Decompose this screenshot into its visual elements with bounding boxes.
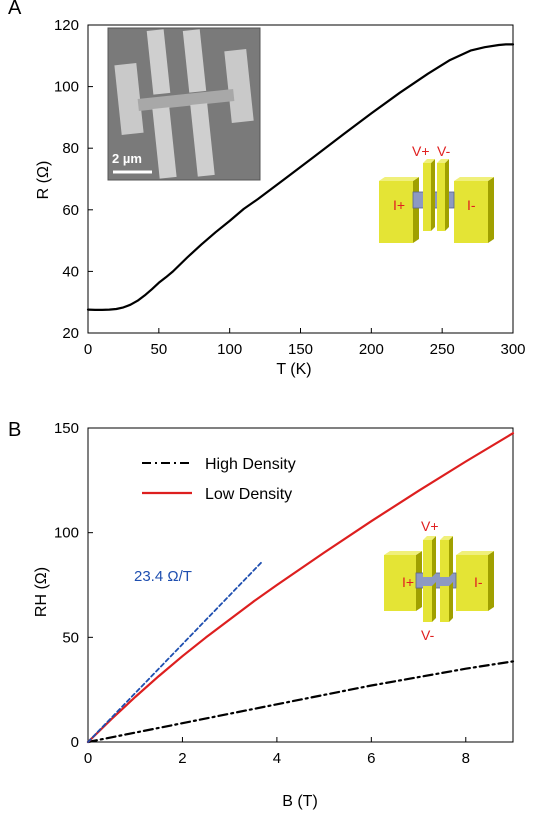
series-line-high-density [86,660,515,744]
panel-a-x-tick-label: 0 [84,341,92,358]
panel-a-y-tick-label: 60 [62,202,79,219]
panel-a-y-axis-label: R (Ω) [35,161,52,200]
panel-b: B 0 2 4 6 8 0 50 100 150 B (T) RH (Ω) High Densi… [8,419,515,810]
panel-b-x-tick-label: 2 [178,750,186,767]
panel-a-y-tick-label: 80 [62,140,79,157]
legend-label-low-density: Low Density [205,486,292,503]
panel-a-y-tick-label: 100 [54,79,79,96]
panel-b-x-tick-label: 0 [84,750,92,767]
series-line-panel-a-0 [86,43,515,311]
panel-a-y-tick-label: 120 [54,17,79,34]
panel-b-label: B [8,419,21,441]
panel-b-y-tick-label: 50 [62,629,79,646]
panel-b-x-tick-label: 8 [462,750,470,767]
device-a-label-v-plus: V+ [412,143,430,159]
device-schematic-a: V+ V- I+ I- [379,143,494,243]
device-a-label-i-minus: I- [467,197,476,213]
panel-b-legend: High Density Low Density [142,456,296,503]
panel-a-axes: 0 50 100 150 200 250 300 20 40 60 80 100 120 [54,17,526,358]
panel-a-x-tick-label: 250 [430,341,455,358]
panel-b-x-tick-label: 6 [367,750,375,767]
panel-b-y-tick-label: 0 [71,734,79,751]
series-line-23-4-t [87,561,263,743]
panel-a-x-axis-label: T (K) [276,361,311,378]
panel-b-y-tick-label: 100 [54,525,79,542]
device-b-label-v-plus: V+ [421,518,439,534]
panel-b-data [86,432,515,744]
panel-a-x-tick-label: 100 [217,341,242,358]
device-schematic-b: V+ I+ I- V- [384,518,494,643]
panel-b-y-tick-label: 150 [54,420,79,437]
device-b-label-i-plus: I+ [402,574,414,590]
panel-b-x-axis-label: B (T) [282,793,318,810]
sem-inset-image: 2 µm [107,27,261,181]
legend-label-high-density: High Density [205,456,296,473]
panel-a-label: A [8,0,22,19]
panel-a-x-tick-label: 300 [500,341,525,358]
series-line-low-density [86,432,515,744]
panel-a: A 0 50 100 150 200 250 300 20 40 60 80 100 120 T (K)… [8,0,526,378]
device-b-label-i-minus: I- [474,574,483,590]
panel-a-y-tick-label: 20 [62,325,79,342]
panel-b-plot-frame [87,427,514,743]
panel-a-data [86,43,515,311]
panel-a-x-tick-label: 150 [288,341,313,358]
panel-a-x-tick-label: 200 [359,341,384,358]
panel-b-y-axis-label: RH (Ω) [33,567,50,617]
device-a-label-i-plus: I+ [393,197,405,213]
scale-bar-label: 2 µm [112,151,142,166]
panel-a-y-tick-label: 40 [62,263,79,280]
panel-a-x-tick-label: 50 [150,341,167,358]
device-a-label-v-minus: V- [437,143,451,159]
device-b-label-v-minus: V- [421,627,435,643]
panel-b-x-tick-label: 4 [273,750,281,767]
panel-b-axes: 0 2 4 6 8 0 50 100 150 [54,420,470,767]
slope-annotation: 23.4 Ω/T [134,568,192,585]
